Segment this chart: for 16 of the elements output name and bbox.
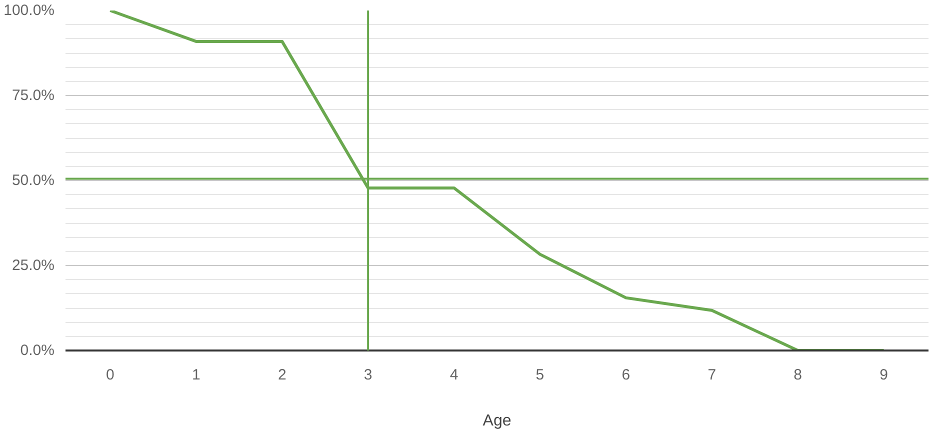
x-tick-label: 0 — [106, 366, 114, 384]
y-tick-label: 25.0% — [12, 257, 55, 274]
x-tick-label: 4 — [450, 366, 458, 384]
x-tick-label: 5 — [536, 366, 544, 384]
x-tick-label: 8 — [794, 366, 802, 384]
x-tick-label: 3 — [364, 366, 372, 384]
x-tick-label: 9 — [880, 366, 888, 384]
y-tick-label: 0.0% — [20, 342, 55, 359]
x-tick-label: 1 — [192, 366, 200, 384]
x-tick-label: 2 — [278, 366, 286, 384]
x-axis-title: Age — [482, 412, 512, 430]
y-tick-label: 100.0% — [4, 2, 54, 19]
y-tick-label: 50.0% — [12, 172, 55, 189]
y-tick-label: 75.0% — [12, 87, 55, 104]
x-tick-label: 6 — [622, 366, 630, 384]
x-tick-label: 7 — [708, 366, 716, 384]
